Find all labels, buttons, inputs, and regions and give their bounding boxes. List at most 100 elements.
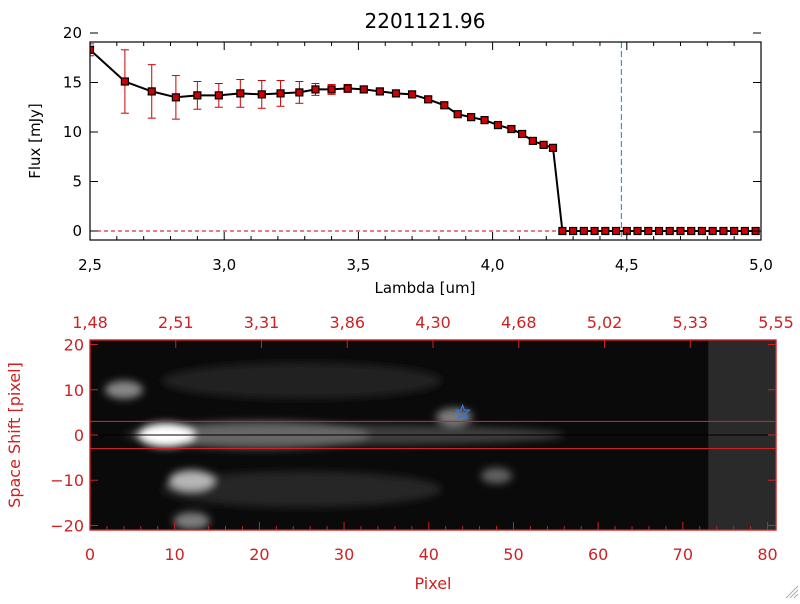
data-point	[633, 226, 642, 236]
y-tick-label: 20	[64, 336, 84, 355]
data-point	[730, 226, 739, 236]
data-point	[528, 136, 537, 146]
data-point	[548, 143, 558, 152]
data-point	[507, 124, 516, 134]
source-blob	[169, 470, 215, 491]
data-point	[236, 89, 245, 98]
data-point	[740, 226, 749, 236]
spectrum-y-axis: 0 5 10 15 20	[63, 24, 761, 240]
data-point	[343, 84, 352, 93]
data-point	[644, 226, 653, 236]
data-point	[276, 89, 285, 98]
spectrum-y-label: Flux [mJy]	[26, 103, 44, 179]
data-point	[719, 226, 728, 236]
y-tick-label: −10	[50, 471, 84, 490]
x-tick-label: 4,5	[615, 256, 639, 274]
data-point	[480, 116, 489, 125]
x-tick-label: 60	[588, 545, 608, 564]
y-tick-label: 0	[72, 222, 82, 240]
data-point	[147, 87, 156, 96]
data-point	[579, 226, 588, 236]
data-point	[327, 85, 336, 94]
pixel-x-axis: 0 10 20 30 40 50 60 70 80	[85, 522, 778, 564]
x-tick-label: 0	[85, 545, 95, 564]
spectrum-frame	[89, 41, 762, 241]
x-tick-label: 3,5	[346, 256, 370, 274]
data-point	[424, 95, 433, 104]
x-tick-label: 3,0	[212, 256, 236, 274]
spectrum-x-label: Lambda [um]	[375, 279, 476, 297]
data-point	[493, 120, 503, 130]
top-tick-label: 1,48	[72, 313, 108, 332]
data-point	[407, 90, 417, 99]
x-tick-label: 50	[503, 545, 523, 564]
data-point	[440, 101, 449, 110]
data-point	[467, 113, 476, 122]
source-star-icon	[454, 403, 472, 420]
chart-title: 2201121.96	[365, 9, 486, 33]
data-point	[214, 91, 223, 100]
y-tick-label: −20	[50, 516, 84, 535]
top-tick-label: 4,68	[501, 313, 537, 332]
spectral-image-area	[90, 340, 776, 530]
source-blob	[173, 512, 210, 530]
data-point	[193, 91, 202, 100]
x-tick-label: 40	[419, 545, 439, 564]
top-tick-label: 3,86	[329, 313, 365, 332]
flux-line	[90, 49, 756, 232]
spectrum-x-axis: 2,5 3,0 3,5 4,0 4,5 5,0	[78, 42, 773, 274]
source-blob	[104, 380, 143, 399]
x-tick-label: 4,0	[481, 256, 505, 274]
data-point	[611, 226, 621, 236]
data-point	[257, 90, 266, 99]
data-point	[518, 129, 527, 139]
data-point	[708, 226, 717, 236]
data-point	[558, 226, 567, 236]
data-point	[171, 93, 180, 102]
source-blob	[481, 467, 512, 484]
data-point	[654, 226, 664, 236]
y-tick-label: 0	[74, 426, 84, 445]
resize-grip-icon[interactable]	[785, 585, 799, 599]
top-tick-label: 4,30	[415, 313, 451, 332]
data-point	[539, 140, 548, 149]
x-tick-label: 2,5	[78, 256, 102, 274]
data-point	[375, 87, 384, 96]
y-tick-label: 20	[63, 24, 82, 42]
pixel-x-label: Pixel	[414, 574, 451, 593]
x-tick-label: 20	[249, 545, 269, 564]
top-tick-label: 2,51	[158, 313, 194, 332]
x-tick-label: 70	[673, 545, 693, 564]
background-noise	[161, 471, 442, 508]
background-noise	[161, 362, 442, 399]
space-shift-y-label: Space Shift [pixel]	[5, 362, 24, 508]
y-tick-label: 5	[72, 173, 82, 191]
spectral-image-panel: 0 10 20 30 40 50 60 70 80 1,48 2,51 3,31 3,86 4,30 4,…	[5, 313, 794, 593]
data-point	[687, 226, 696, 236]
wavelength-top-axis: 1,48 2,51 3,31 3,86 4,30 4,68 5,02 5,33 5,55	[72, 313, 794, 348]
data-point	[391, 89, 401, 98]
data-point	[295, 88, 304, 97]
top-tick-label: 5,33	[672, 313, 708, 332]
data-point	[676, 226, 685, 236]
x-tick-label: 30	[334, 545, 354, 564]
x-tick-label: 5,0	[749, 256, 773, 274]
space-shift-y-axis: −20 −10 0 10 20	[50, 336, 776, 535]
spectrum-plot-area	[90, 42, 761, 240]
data-point	[359, 85, 368, 94]
top-tick-label: 5,02	[587, 313, 623, 332]
y-tick-label: 10	[63, 123, 82, 141]
top-tick-label: 5,55	[758, 313, 794, 332]
x-tick-label: 80	[757, 545, 777, 564]
data-point	[311, 85, 320, 94]
y-tick-label: 10	[64, 381, 84, 400]
x-tick-label: 10	[165, 545, 185, 564]
data-point	[120, 77, 129, 86]
data-point	[601, 226, 610, 236]
data-point	[569, 226, 578, 236]
y-tick-label: 15	[63, 74, 82, 92]
data-point	[590, 226, 599, 236]
top-tick-label: 3,31	[244, 313, 280, 332]
